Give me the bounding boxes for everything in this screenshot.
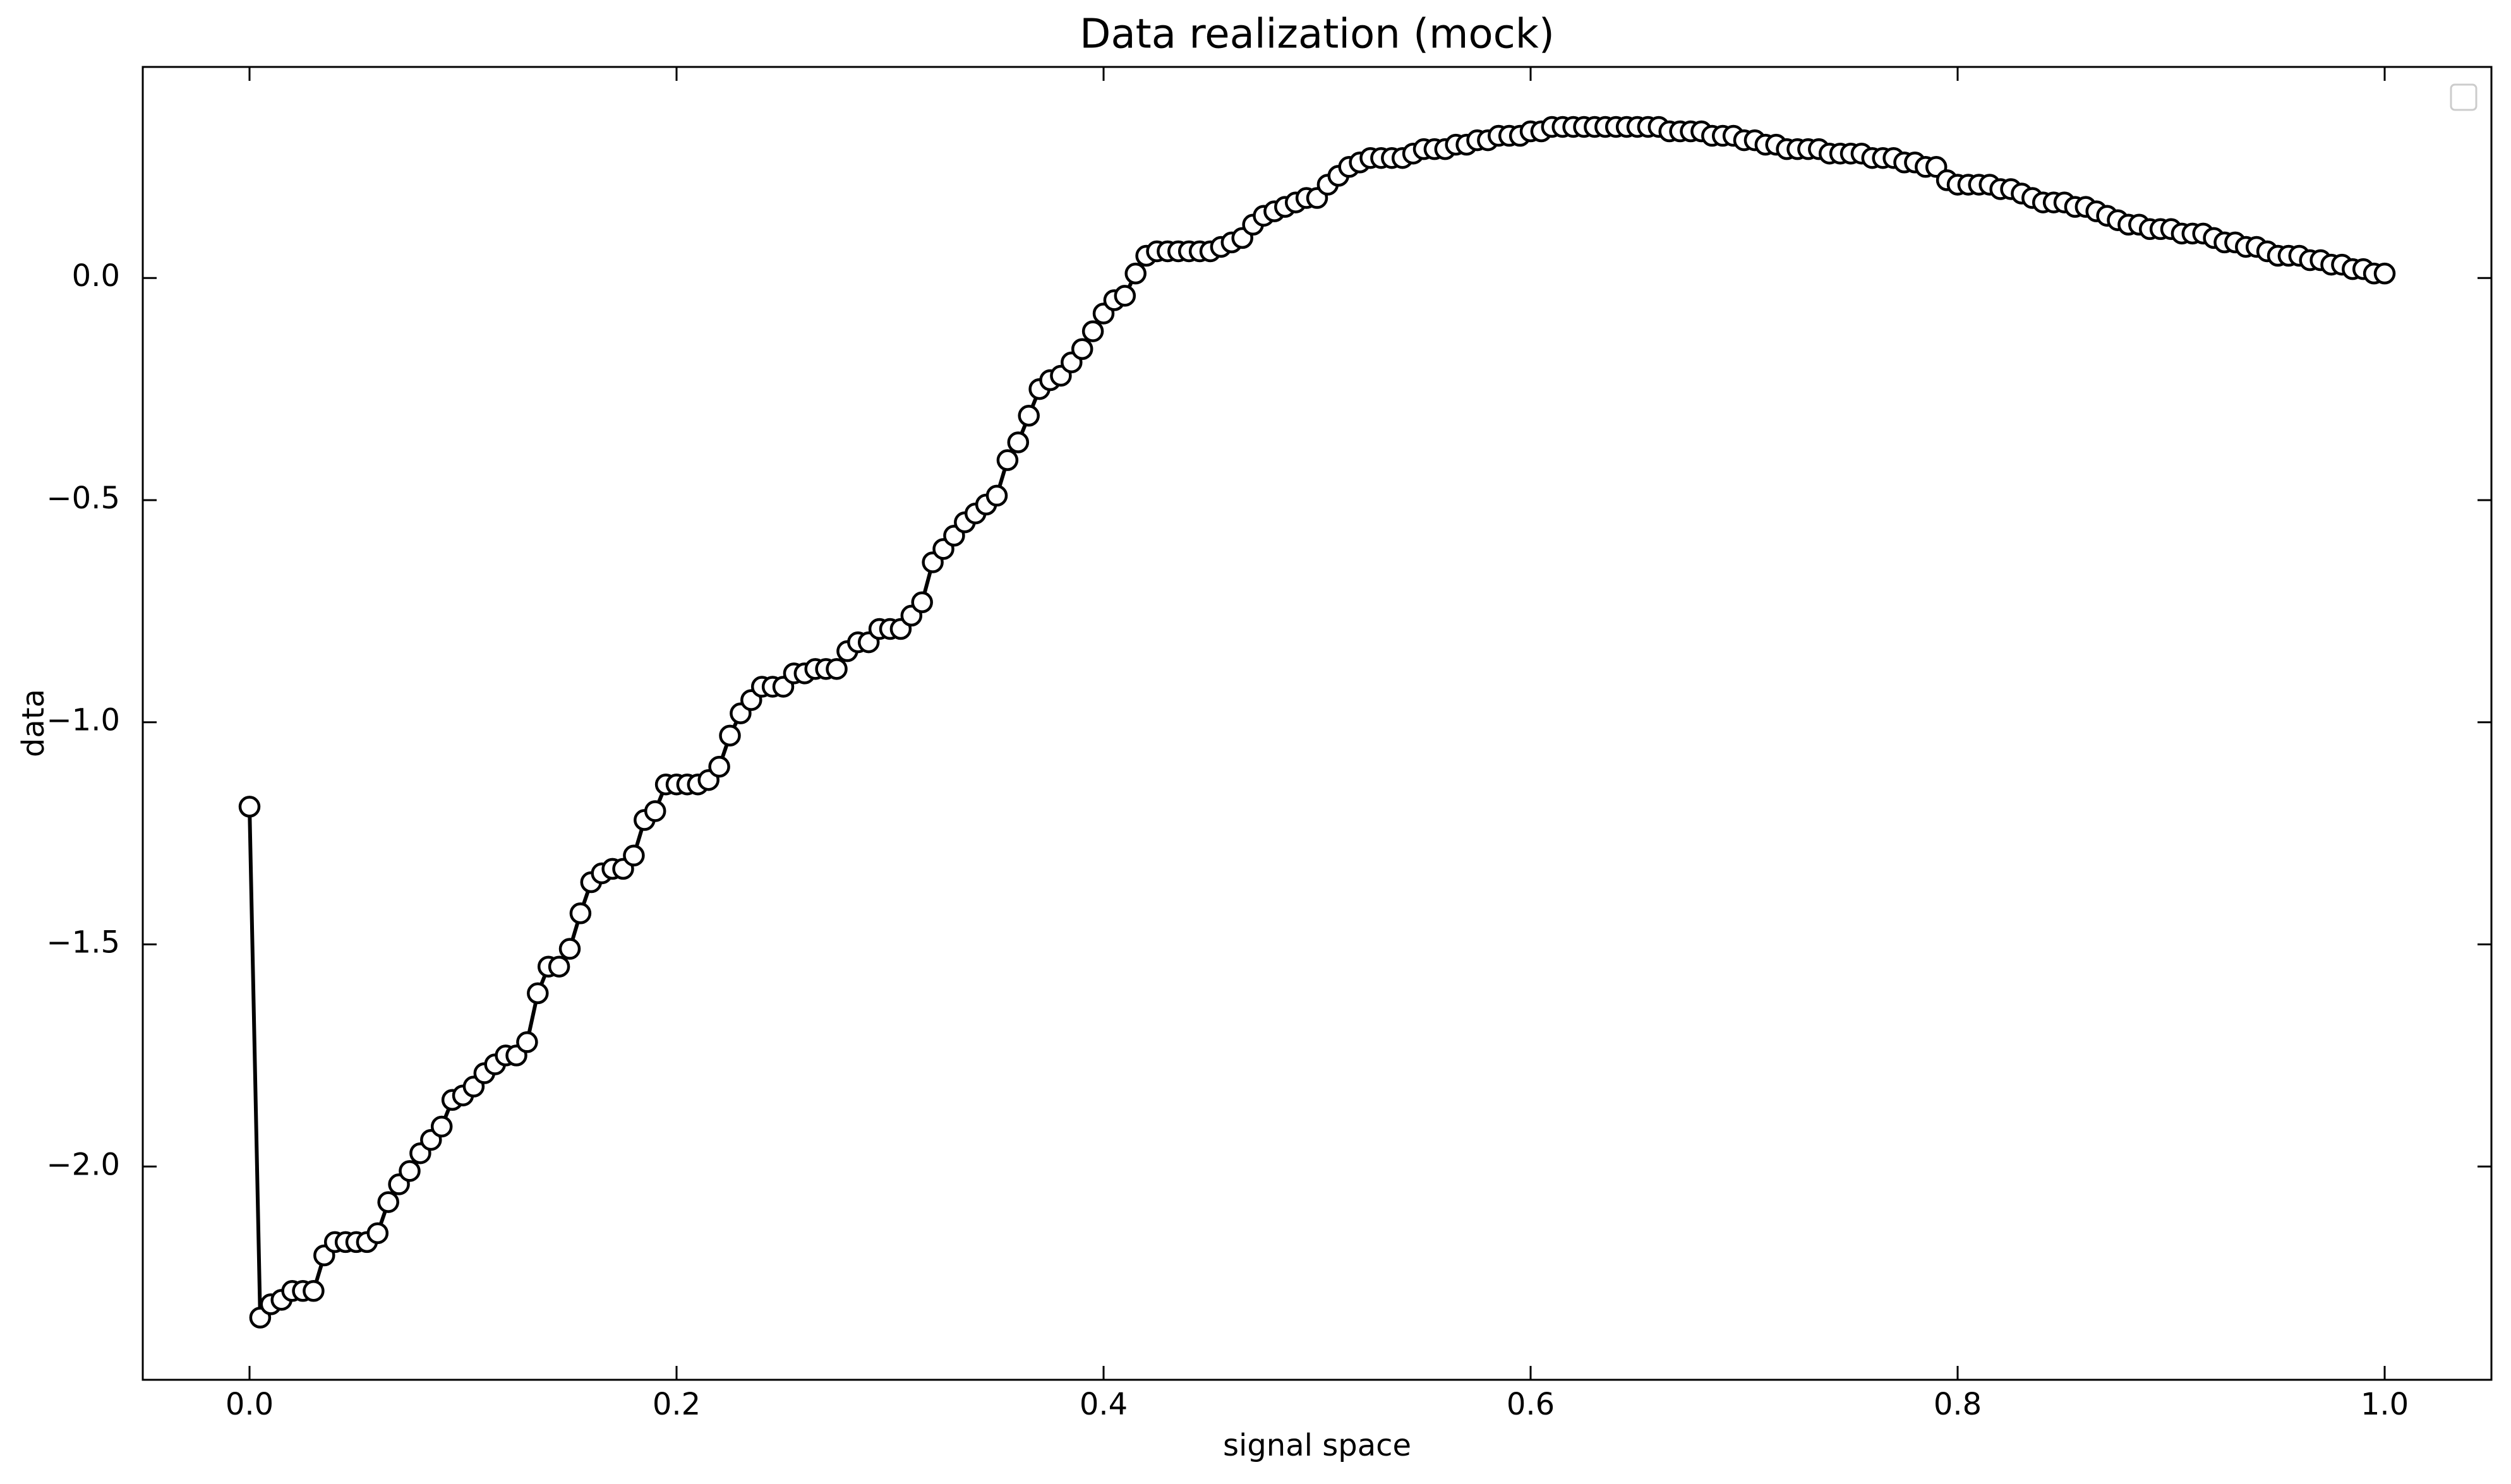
data-marker — [558, 938, 581, 960]
data-marker — [548, 955, 570, 978]
data-marker — [1114, 285, 1136, 307]
data-marker — [911, 591, 933, 614]
data-marker — [1124, 262, 1147, 285]
y-tick-label: 0.0 — [72, 258, 120, 294]
x-tick-label: 1.0 — [2361, 1387, 2409, 1422]
data-marker — [644, 800, 666, 822]
data-marker — [708, 755, 730, 778]
data-marker — [430, 1115, 453, 1138]
axes-frame — [142, 66, 2493, 1381]
x-tick-label: 0.4 — [1080, 1387, 1128, 1422]
data-marker — [996, 449, 1019, 471]
y-tick-label: −2.0 — [46, 1147, 120, 1182]
x-tick-label: 0.8 — [1934, 1387, 1982, 1422]
data-marker — [985, 484, 1008, 507]
data-marker — [623, 844, 645, 867]
y-tick-label: −1.0 — [46, 703, 120, 738]
x-tick-label: 0.2 — [653, 1387, 701, 1422]
data-marker — [1007, 431, 1030, 453]
data-marker — [826, 658, 848, 680]
data-marker — [238, 796, 261, 818]
data-marker — [303, 1280, 325, 1302]
legend-box — [2450, 83, 2478, 111]
data-marker — [1018, 405, 1040, 427]
plot-area: 0.0 0.2 0.4 0.6 0.8 1.0 −2.0 −1.5 −1.0 −0.5 0.0 — [46, 67, 2491, 1422]
data-marker — [399, 1160, 421, 1182]
data-marker — [569, 902, 592, 925]
x-tick-label: 0.6 — [1507, 1387, 1555, 1422]
data-marker — [527, 982, 549, 1005]
y-tick-label: −1.5 — [46, 925, 120, 960]
data-marker — [1081, 320, 1104, 342]
data-marker — [366, 1222, 389, 1245]
data-marker — [516, 1031, 538, 1053]
x-axis-label: signal space — [1223, 1428, 1411, 1463]
y-tick-label: −0.5 — [46, 481, 120, 516]
data-marker — [2373, 262, 2396, 285]
data-marker — [719, 724, 741, 747]
y-axis-label: data — [16, 689, 51, 757]
chart-title: Data realization (mock) — [1080, 11, 1555, 58]
data-marker — [377, 1191, 399, 1213]
data-marker — [1071, 338, 1093, 361]
x-tick-label: 0.0 — [226, 1387, 274, 1422]
